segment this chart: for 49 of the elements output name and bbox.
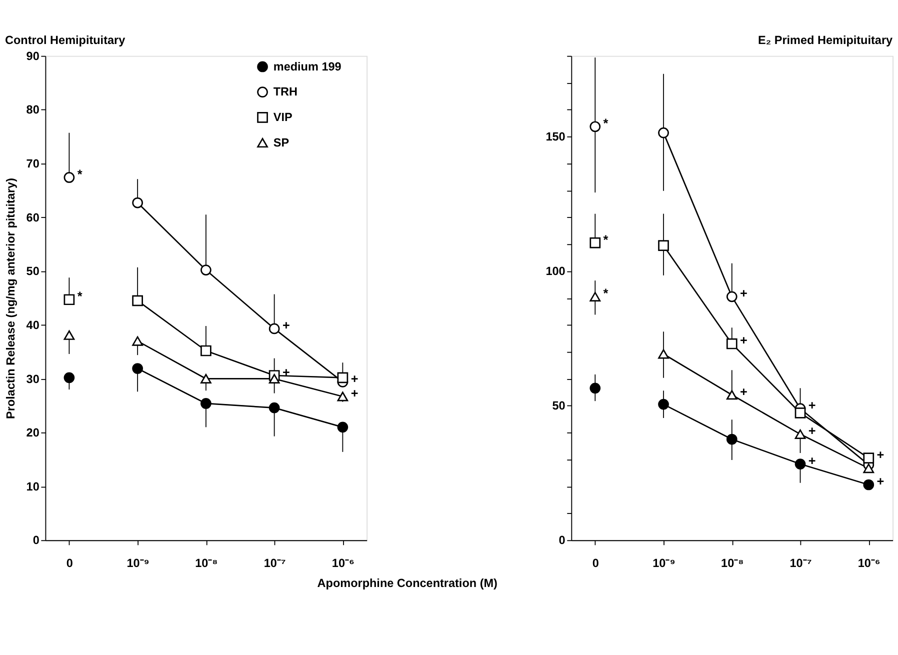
x-tick-label: 10⁻⁹: [126, 556, 150, 570]
x-tick-label: 10⁻⁸: [195, 556, 218, 570]
chart-title: Control Hemipituitary: [5, 34, 126, 48]
chart-title: E₂ Primed Hemipituitary: [758, 34, 894, 48]
annotation: +: [808, 398, 816, 413]
annotation: *: [77, 167, 82, 182]
y-tick-label: 80: [26, 104, 40, 117]
legend-label: SP: [273, 136, 290, 150]
x-tick-label: 10⁻⁷: [790, 556, 812, 570]
x-tick-label: 10⁻⁷: [264, 556, 286, 570]
y-tick-label: 50: [26, 265, 40, 278]
legend-label: medium 199: [273, 60, 342, 74]
annotation: +: [350, 386, 358, 400]
x-tick-label: 10⁻⁶: [858, 556, 880, 570]
y-tick-label: 70: [26, 158, 40, 171]
x-tick-label: 0: [66, 556, 74, 570]
y-tick-label: 20: [26, 426, 40, 440]
y-tick-label: 0: [32, 534, 40, 548]
y-tick-label: 0: [558, 534, 566, 548]
annotation: +: [808, 454, 816, 468]
annotation: *: [603, 286, 608, 301]
x-tick-label: 10⁻⁸: [721, 556, 744, 570]
annotation: +: [808, 424, 816, 438]
legend-label: TRH: [273, 86, 298, 99]
y-tick-label: 100: [546, 265, 566, 278]
y-tick-label: 60: [26, 211, 40, 224]
x-tick-label: 10⁻⁹: [652, 556, 676, 570]
annotation: +: [876, 474, 884, 489]
y-tick-label: 90: [26, 50, 40, 63]
annotation: +: [740, 384, 748, 399]
x-tick-label: 0: [592, 556, 600, 570]
annotation: +: [282, 318, 290, 333]
y-tick-label: 10: [26, 480, 40, 494]
annotation: *: [603, 232, 608, 247]
annotation: +: [740, 286, 748, 301]
legend-label: VIP: [273, 111, 292, 124]
x-tick-label: 10⁻⁶: [332, 556, 354, 570]
annotation: +: [876, 448, 884, 462]
y-tick-label: 150: [546, 130, 566, 144]
annotation: +: [740, 334, 748, 348]
annotation: *: [603, 116, 608, 131]
annotation: +: [350, 372, 358, 386]
y-tick-label: 40: [26, 318, 40, 332]
y-axis-title: Prolactin Release (ng/mg anterior pituitary): [4, 178, 18, 419]
annotation: +: [282, 365, 290, 380]
x-axis-title: Apomorphine Concentration (M): [317, 577, 498, 590]
y-tick-label: 50: [552, 400, 566, 413]
annotation: *: [77, 290, 82, 304]
y-tick-label: 30: [26, 372, 40, 386]
